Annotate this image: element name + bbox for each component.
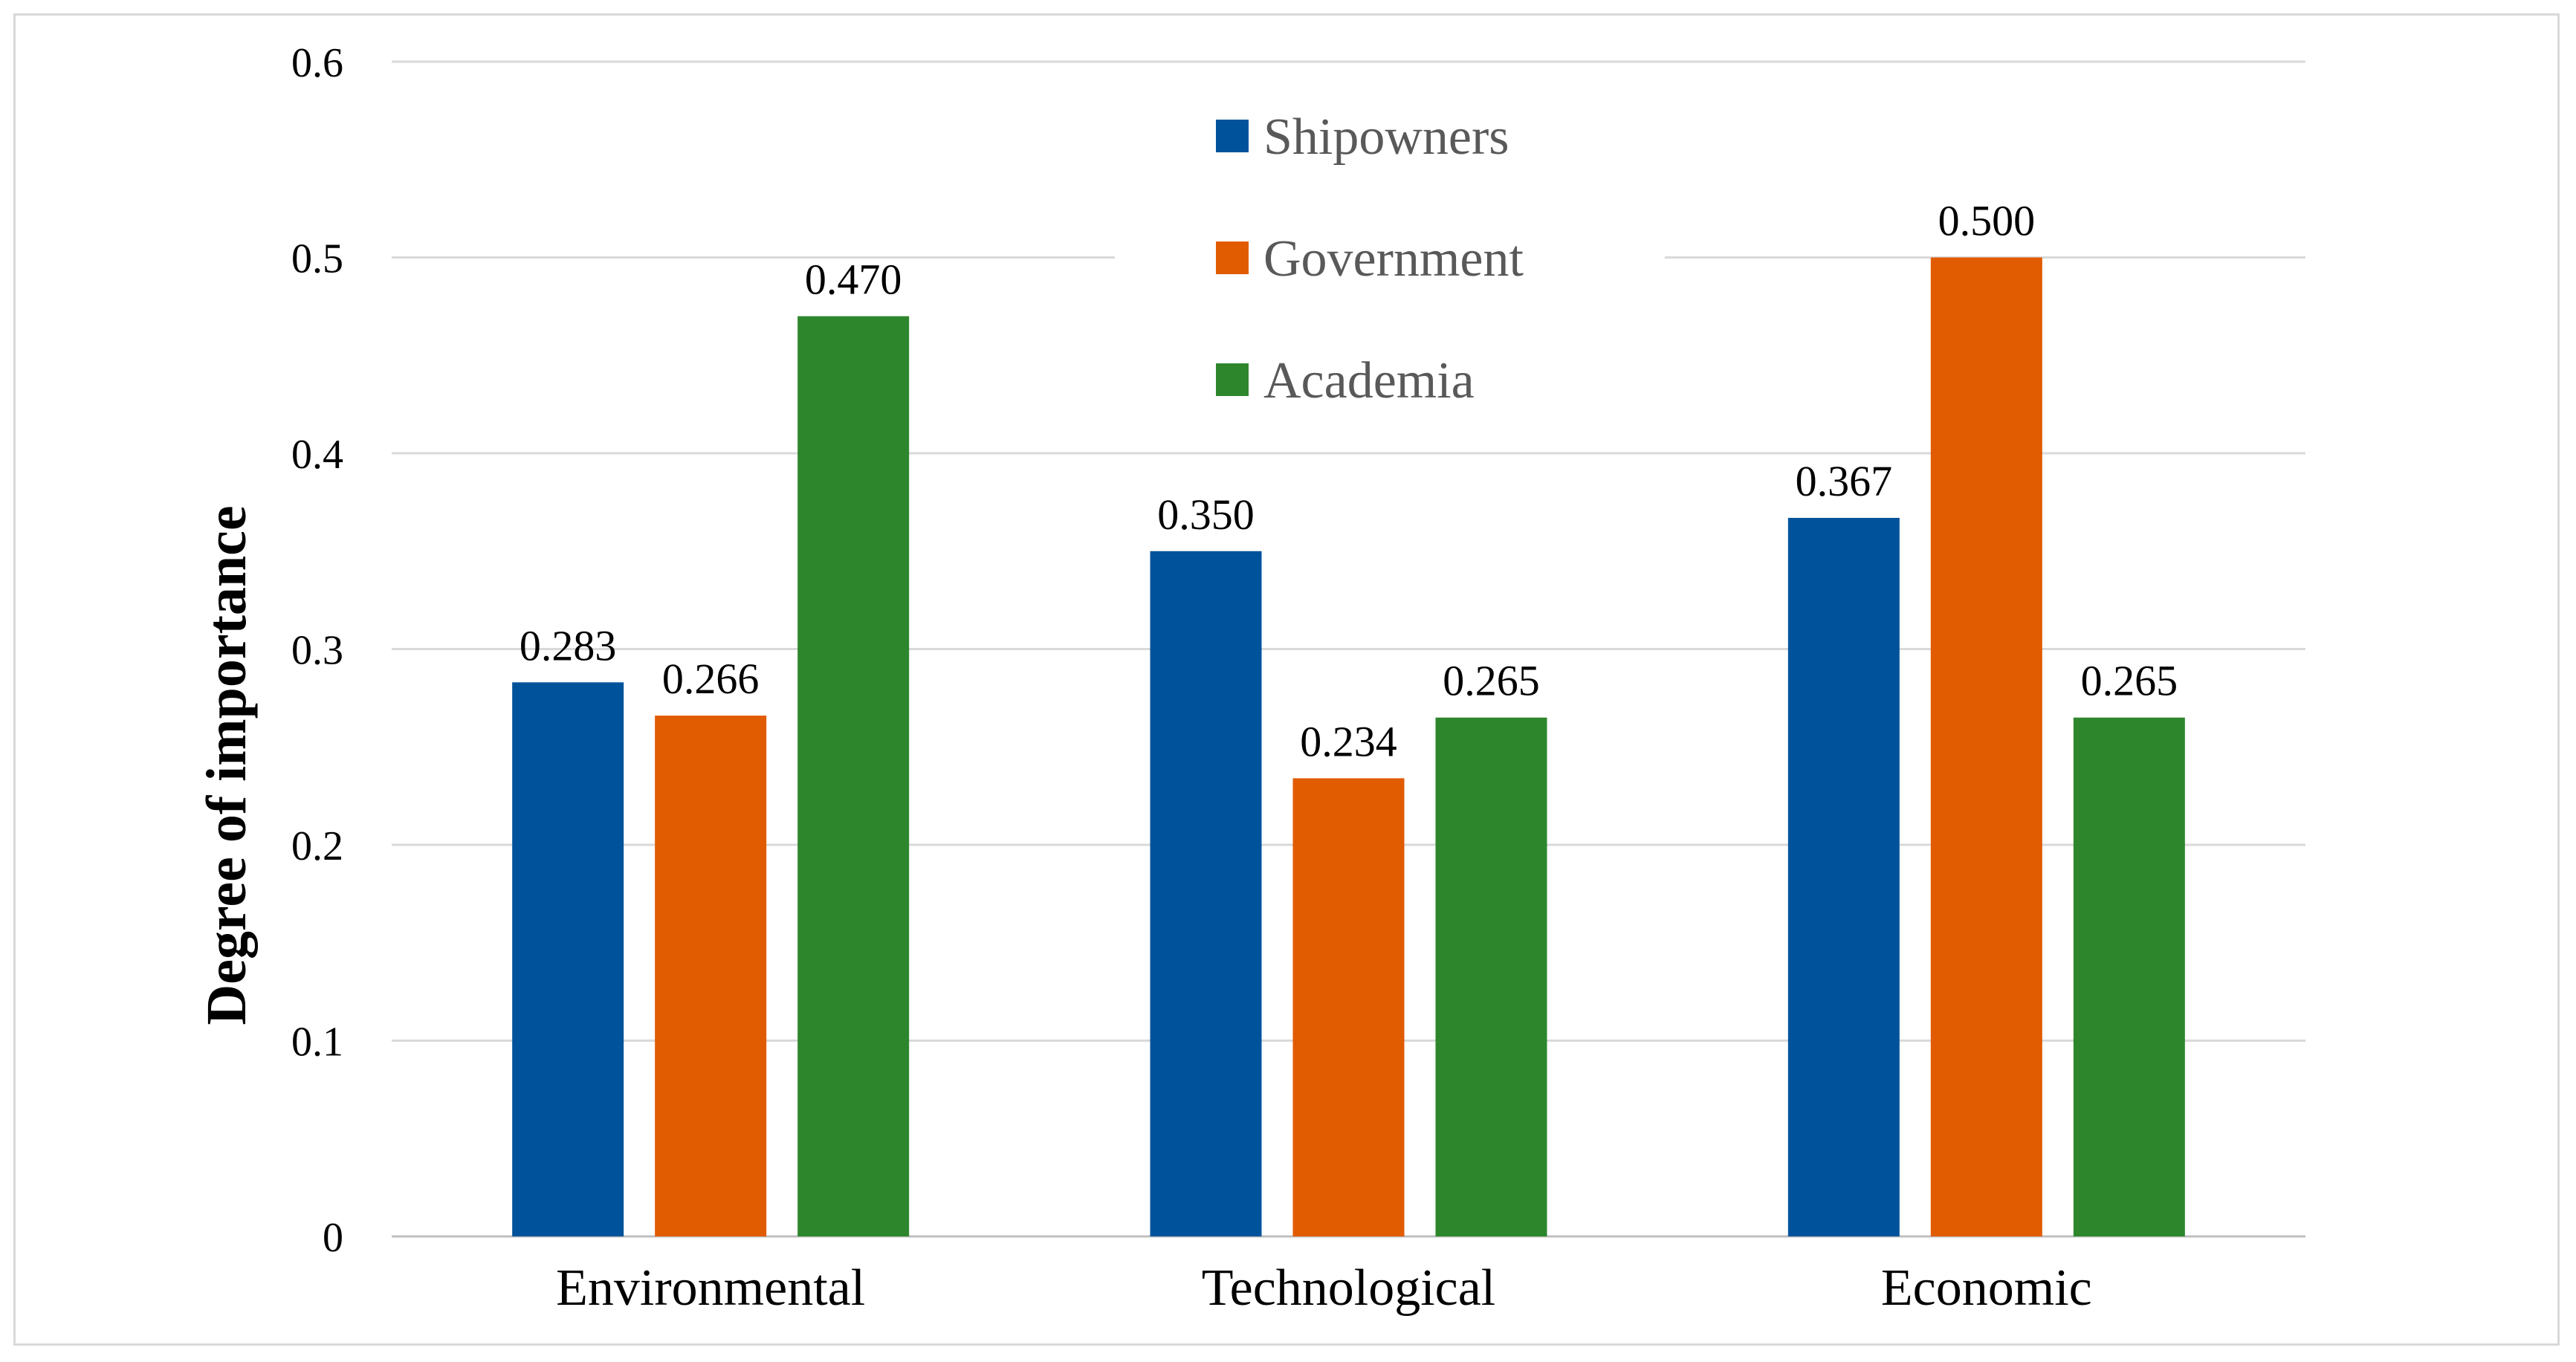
legend-swatch-academia (1216, 363, 1249, 396)
data-labels: 0.283 0.266 0.470 0.350 0.234 0.265 0.367 0.500… (520, 197, 2178, 766)
data-label: 0.265 (1443, 657, 1540, 705)
data-label: 0.367 (1796, 457, 1893, 505)
legend-label-government: Government (1263, 230, 1524, 288)
bar-shipowners-environmental (512, 682, 624, 1236)
bar-academia-economic (2073, 717, 2185, 1236)
bar-shipowners-economic (1787, 517, 1900, 1236)
bar-shipowners-technological (1150, 551, 1262, 1236)
y-tick-label: 0.5 (291, 236, 343, 282)
data-label: 0.234 (1300, 717, 1397, 765)
y-tick-label: 0.3 (291, 628, 343, 674)
bar-government-technological (1292, 778, 1405, 1236)
y-tick-label: 0.4 (291, 432, 343, 478)
data-label: 0.265 (2081, 657, 2178, 705)
legend: Shipowners Government Academia (1115, 82, 1665, 431)
x-category-label: Environmental (556, 1259, 865, 1317)
bar-government-economic (1930, 257, 2042, 1236)
legend-swatch-shipowners (1216, 120, 1249, 152)
bar-academia-technological (1435, 717, 1547, 1236)
data-label: 0.470 (805, 256, 902, 304)
bar-academia-environmental (797, 316, 910, 1236)
legend-label-shipowners: Shipowners (1263, 108, 1509, 166)
y-tick-label: 0.6 (291, 40, 343, 86)
legend-swatch-government (1216, 241, 1249, 274)
legend-label-academia: Academia (1263, 352, 1475, 409)
legend-background (1115, 82, 1665, 431)
y-axis-ticks: 0 0.1 0.2 0.3 0.4 0.5 0.6 (291, 40, 343, 1261)
bars (512, 257, 2185, 1236)
x-axis-categories: Environmental Technological Economic (556, 1259, 2092, 1317)
y-tick-label: 0.2 (291, 823, 343, 869)
x-category-label: Economic (1881, 1259, 2092, 1317)
y-tick-label: 0 (323, 1215, 343, 1261)
data-label: 0.266 (662, 655, 760, 703)
y-tick-label: 0.1 (291, 1019, 343, 1066)
y-axis-title: Degree of importance (195, 505, 258, 1025)
x-category-label: Technological (1202, 1259, 1496, 1317)
data-label: 0.500 (1938, 197, 2036, 245)
data-label: 0.283 (520, 621, 617, 669)
data-label: 0.350 (1157, 490, 1255, 539)
bar-government-environmental (655, 716, 767, 1236)
